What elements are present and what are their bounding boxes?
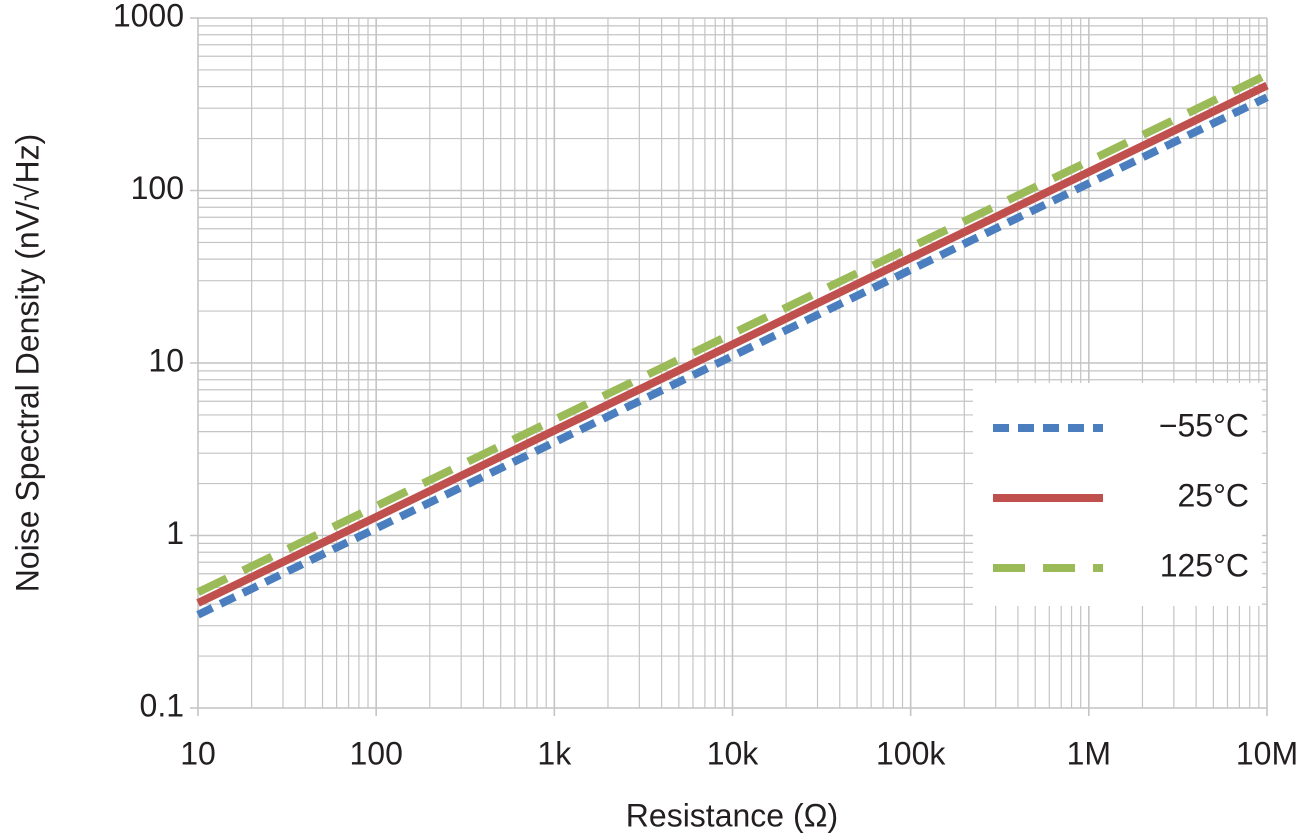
- y-axis-title: Noise Spectral Density (nV/√Hz): [9, 134, 45, 593]
- legend-label: −55°C: [1159, 407, 1249, 443]
- legend: −55°C 25°C 125°C: [973, 383, 1262, 606]
- x-tick-label: 100k: [876, 735, 946, 771]
- x-axis-title: Resistance (Ω): [626, 797, 838, 833]
- legend-label: 25°C: [1178, 477, 1250, 513]
- x-tick-label: 1k: [537, 735, 572, 771]
- x-tick-label: 10M: [1236, 735, 1298, 771]
- x-tick-label: 10k: [707, 735, 760, 771]
- x-tick-label: 100: [349, 735, 402, 771]
- series-line: [196, 93, 1269, 619]
- y-tick-label: 100: [131, 170, 184, 206]
- y-tick-label: 10: [148, 342, 184, 378]
- y-tick-label: 1: [166, 515, 184, 551]
- legend-label: 125°C: [1160, 547, 1249, 583]
- series-line: [196, 81, 1269, 607]
- y-tick-label: 0.1: [140, 687, 184, 723]
- x-tick-label: 10: [180, 735, 216, 771]
- x-tick-label: 1M: [1067, 735, 1111, 771]
- y-tick-label: 1000: [113, 0, 184, 33]
